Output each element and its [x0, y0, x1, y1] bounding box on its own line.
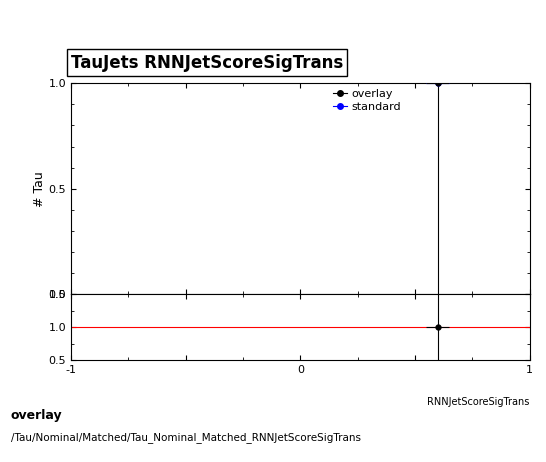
Text: overlay: overlay [11, 409, 63, 422]
Legend: overlay, standard: overlay, standard [334, 89, 401, 112]
Y-axis label: # Tau: # Tau [33, 171, 46, 207]
Text: TauJets RNNJetScoreSigTrans: TauJets RNNJetScoreSigTrans [71, 54, 343, 72]
Text: RNNJetScoreSigTrans: RNNJetScoreSigTrans [427, 397, 530, 407]
Text: /Tau/Nominal/Matched/Tau_Nominal_Matched_RNNJetScoreSigTrans: /Tau/Nominal/Matched/Tau_Nominal_Matched… [11, 432, 361, 443]
